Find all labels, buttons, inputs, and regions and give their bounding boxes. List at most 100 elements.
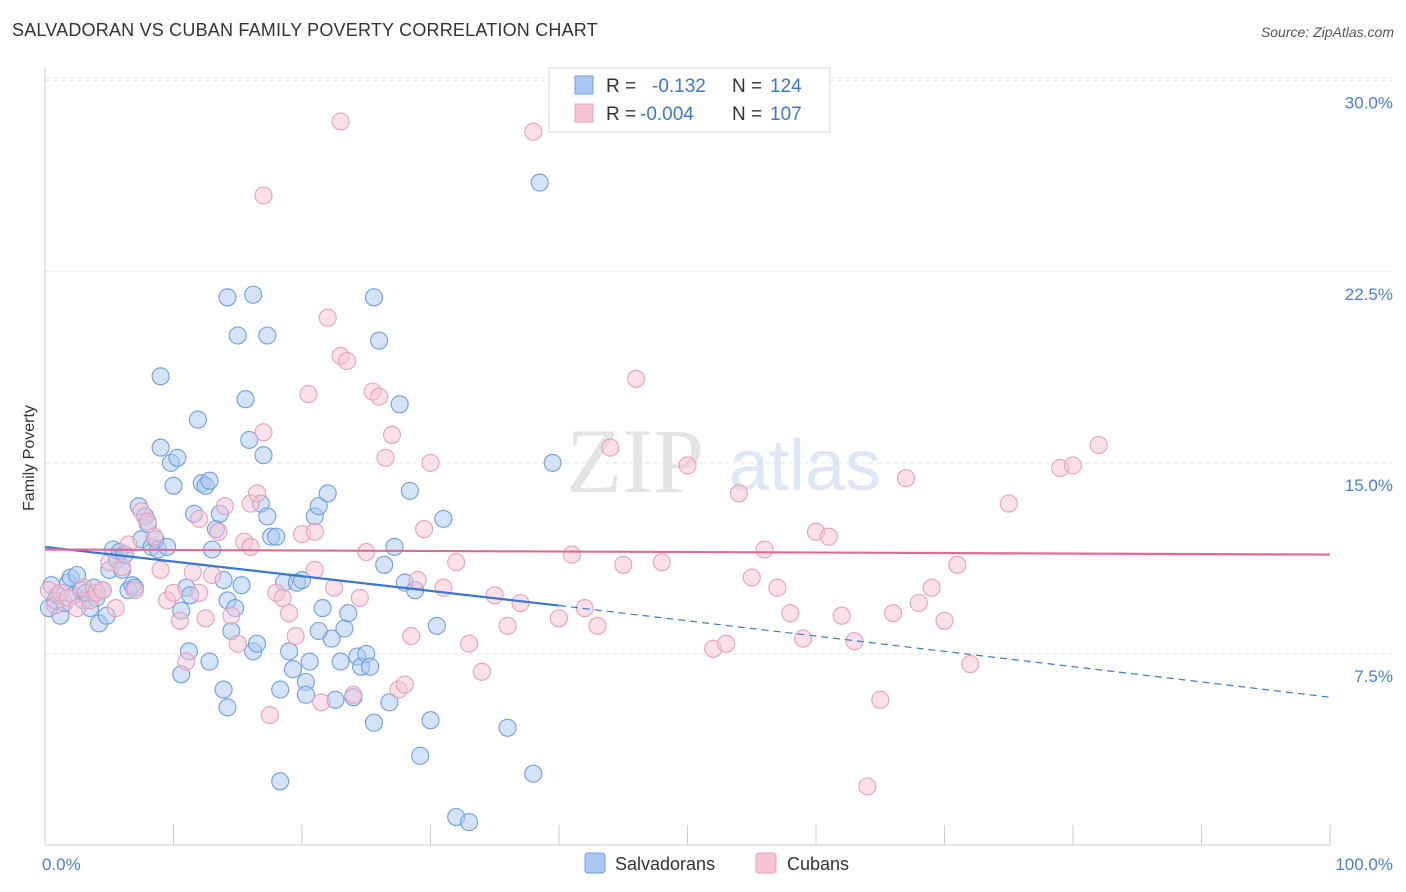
- cubans-point: [183, 563, 202, 582]
- salvadorans-point: [214, 680, 233, 699]
- cubans-point: [106, 599, 125, 618]
- salvadorans-point: [164, 476, 183, 495]
- salvadorans-trend-extension: [558, 604, 1331, 698]
- trend-lines: [44, 545, 1331, 698]
- salvadorans-point: [271, 680, 290, 699]
- salvadorans-point: [236, 390, 255, 409]
- y-tick-label: 7.5%: [1354, 667, 1393, 686]
- cubans-point: [794, 629, 813, 648]
- cubans-point: [524, 122, 543, 141]
- cubans-point: [247, 484, 267, 503]
- salvadorans-point: [240, 430, 259, 449]
- salvadorans-point: [400, 481, 419, 500]
- cubans-point: [228, 634, 247, 653]
- cubans-point: [858, 777, 877, 796]
- salvadorans-point: [375, 555, 394, 574]
- legend-n-label-1: N =: [732, 76, 762, 97]
- salvadorans-point: [258, 326, 277, 345]
- cubans-point: [498, 616, 517, 635]
- salvadorans-point: [247, 634, 267, 653]
- salvadorans-point: [300, 652, 319, 671]
- cubans-point: [312, 693, 331, 712]
- salvadorans-point: [434, 509, 453, 528]
- cubans-point: [588, 616, 607, 635]
- cubans-point: [113, 558, 132, 577]
- cubans-point: [819, 527, 838, 546]
- cubans-point: [652, 553, 671, 572]
- axes: 7.5% 15.0% 22.5% 30.0% 0.0% 100.0%: [42, 68, 1393, 874]
- legend-r-value-1: -0.132: [652, 76, 706, 97]
- salvadorans-point: [309, 621, 328, 641]
- salvadorans-point: [218, 288, 237, 307]
- cubans-point: [145, 527, 164, 546]
- salvadorans-point: [411, 746, 430, 765]
- cubans-point: [305, 560, 324, 579]
- legend-n-value-1: 124: [770, 76, 802, 97]
- cubans-point: [299, 385, 318, 404]
- bottom-legend-label-salvadorans: Salvadorans: [615, 854, 715, 874]
- cubans-point: [93, 581, 112, 600]
- cubans-point: [549, 609, 569, 628]
- cubans-point: [884, 604, 903, 623]
- cubans-point: [871, 690, 890, 709]
- salvadorans-points: [39, 173, 562, 832]
- bottom-legend-swatch-cubans: [755, 852, 777, 874]
- cubans-point: [280, 604, 299, 623]
- cubans-point: [286, 627, 305, 646]
- cubans-point: [382, 425, 402, 444]
- salvadorans-point: [313, 599, 332, 618]
- cubans-trend-line: [44, 548, 1331, 556]
- salvadorans-point: [188, 410, 207, 429]
- cubans-point: [170, 611, 189, 630]
- cubans-point: [935, 611, 954, 630]
- salvadorans-point: [271, 772, 290, 791]
- salvadorans-point: [318, 484, 337, 503]
- salvadorans-point: [498, 718, 517, 737]
- cubans-point: [768, 578, 787, 597]
- salvadorans-point: [309, 497, 328, 516]
- salvadorans-point: [296, 685, 315, 704]
- cubans-point: [151, 560, 170, 579]
- cubans-point: [961, 655, 980, 674]
- cubans-point: [755, 540, 774, 559]
- cubans-point: [370, 387, 389, 406]
- legend-swatch-cubans: [574, 103, 594, 123]
- salvadorans-point: [151, 367, 170, 386]
- series-legend: Salvadorans Cubans: [584, 852, 849, 874]
- salvadorans-point: [421, 711, 440, 730]
- cubans-points: [39, 112, 1108, 796]
- cubans-point: [402, 627, 421, 646]
- salvadorans-point: [200, 471, 219, 490]
- cubans-point: [781, 604, 800, 623]
- cubans-point: [119, 535, 138, 554]
- salvadorans-point: [385, 537, 404, 556]
- cubans-point: [196, 609, 215, 628]
- cubans-point: [331, 112, 350, 131]
- salvadorans-point: [200, 652, 219, 671]
- cubans-point: [1089, 435, 1108, 455]
- cubans-point: [138, 512, 157, 531]
- cubans-point: [190, 509, 209, 528]
- salvadorans-point: [158, 537, 177, 556]
- cubans-point: [948, 555, 967, 574]
- source-label: Source: ZipAtlas.com: [1260, 24, 1394, 40]
- legend-swatch-salvadorans: [574, 75, 594, 95]
- cubans-point: [562, 545, 581, 564]
- cubans-point: [627, 369, 646, 388]
- salvadorans-point: [460, 813, 479, 832]
- cubans-point: [717, 634, 736, 653]
- cubans-point: [177, 652, 196, 671]
- y-tick-label: 15.0%: [1345, 476, 1393, 495]
- salvadorans-point: [218, 698, 237, 717]
- salvadorans-point: [361, 657, 380, 676]
- cubans-point: [415, 520, 434, 539]
- salvadorans-point: [331, 652, 350, 671]
- cubans-point: [447, 553, 466, 572]
- cubans-point: [305, 522, 324, 541]
- cubans-point: [421, 453, 440, 472]
- cubans-point: [318, 308, 337, 327]
- salvadorans-point: [530, 173, 549, 192]
- legend-box: [548, 67, 831, 133]
- x-tick-label: 100.0%: [1335, 855, 1393, 874]
